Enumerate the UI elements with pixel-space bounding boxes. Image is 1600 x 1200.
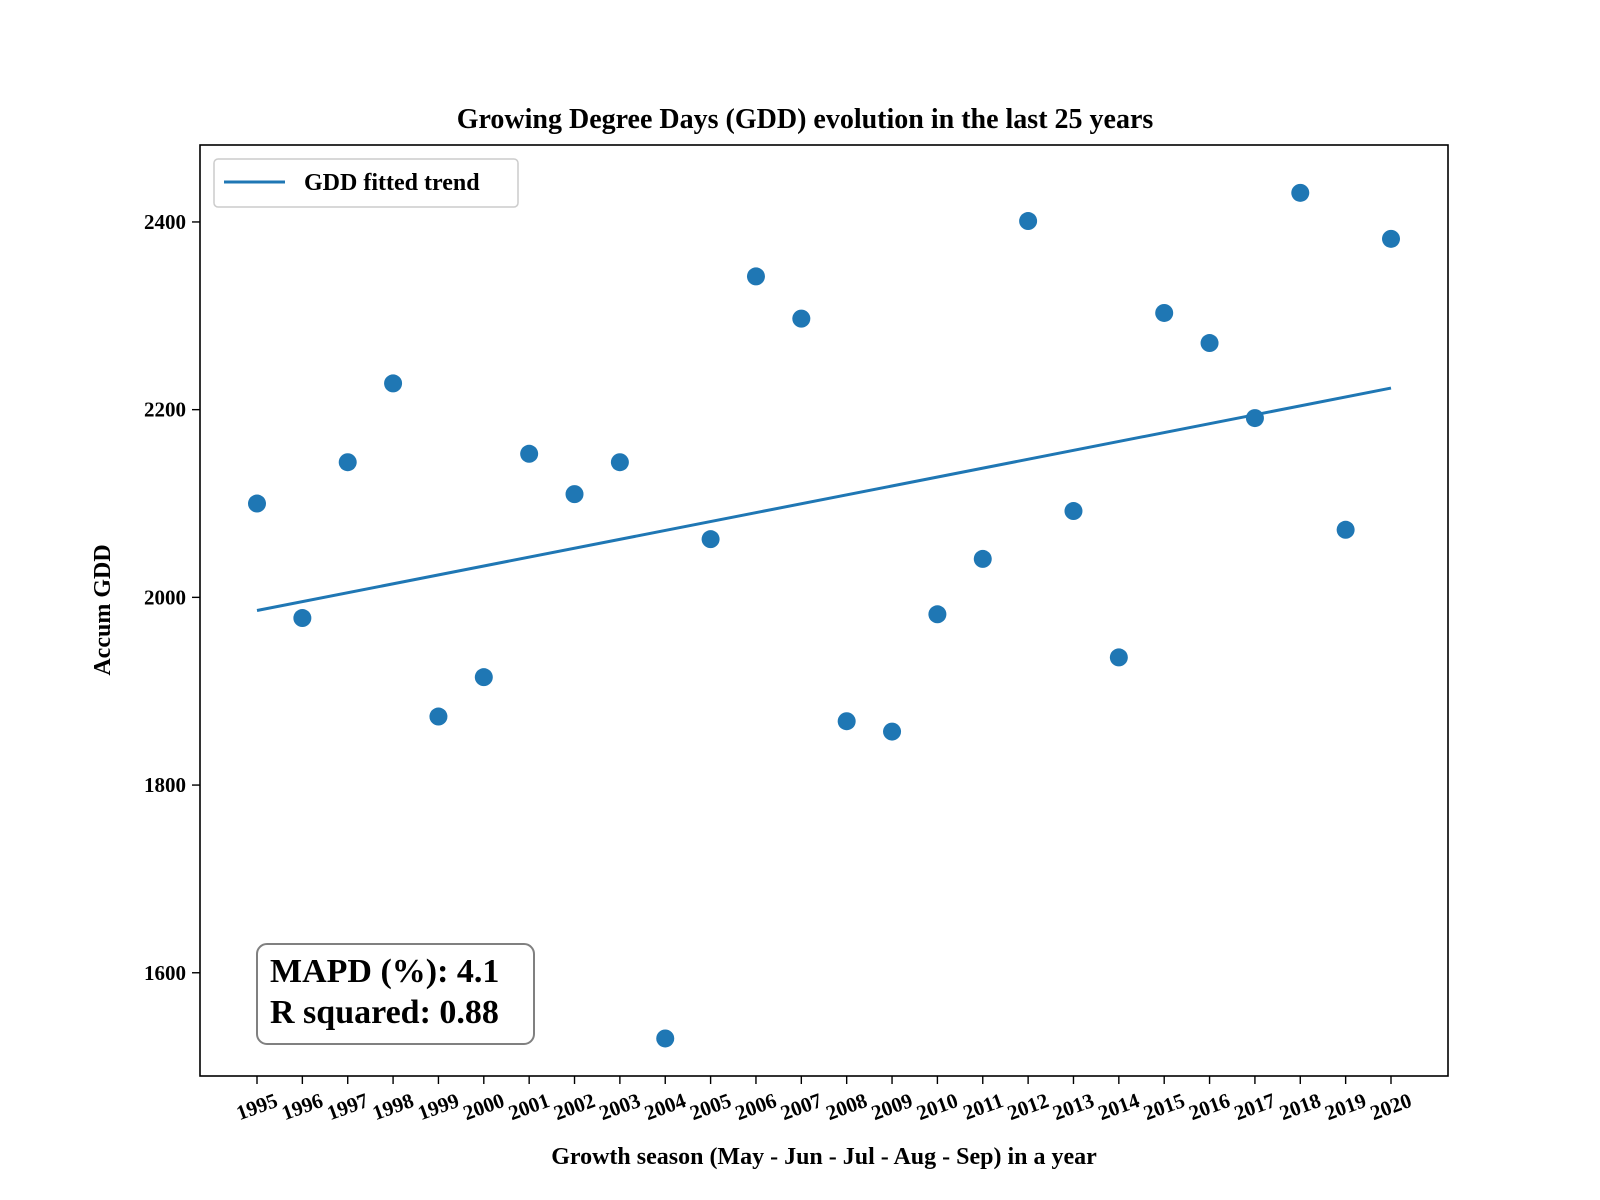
chart-title: Growing Degree Days (GDD) evolution in t… [457,104,1154,135]
stats-box [256,943,535,1045]
x-tick-label: 2014 [1095,1088,1143,1125]
data-point [701,530,720,549]
data-point [248,494,266,513]
legend-box [213,158,519,208]
x-tick-label: 2009 [868,1088,916,1125]
data-point [1382,229,1400,248]
data-point [1200,334,1219,353]
y-tick-label: 2400 [144,210,186,234]
data-point [429,707,448,726]
x-tick-label: 2003 [596,1088,644,1125]
data-point [1336,520,1355,539]
data-point [792,309,811,328]
legend: GDD fitted trend [213,158,519,208]
x-tick-label: 2005 [687,1088,735,1125]
x-tick-label: 2017 [1231,1088,1279,1125]
data-point [1064,502,1083,521]
data-point [338,453,357,472]
data-point [973,549,992,568]
x-tick-label: 2012 [1004,1088,1052,1125]
x-tick-label: 2010 [913,1088,961,1125]
legend-label: GDD fitted trend [304,170,480,196]
x-tick-label: 1996 [278,1088,326,1125]
plot-area [199,144,1449,1077]
data-point [1019,212,1038,231]
data-point [1291,183,1310,202]
y-axis: 1600 1800 2000 2200 2400 [144,210,200,985]
data-point [746,267,765,286]
scatter-points-layer [248,183,1400,1048]
trend-line-layer [256,386,1392,612]
data-point [384,374,403,393]
data-point [610,453,629,472]
x-tick-label: 1997 [324,1088,372,1125]
data-point [928,605,947,624]
stats-mapd: MAPD (%): 4.1 [270,953,499,990]
x-tick-label: 2002 [551,1088,599,1125]
x-tick-label: 1998 [369,1088,417,1125]
x-axis: 1995199619971998199920002001200220032004… [233,1076,1415,1125]
data-point [837,712,856,731]
x-tick-label: 2019 [1322,1088,1370,1125]
y-tick-label: 1600 [144,961,186,985]
x-tick-label: 2016 [1186,1088,1234,1125]
trend-line [256,386,1392,612]
x-tick-label: 1999 [414,1088,462,1125]
y-axis-label: Accum GDD [90,544,116,675]
data-point [474,668,493,687]
x-tick-label: 2018 [1276,1088,1324,1125]
data-point [656,1029,675,1048]
data-point [520,444,539,463]
data-point [1155,303,1174,322]
x-tick-label: 2015 [1140,1088,1188,1125]
x-tick-label: 2000 [460,1088,508,1125]
x-tick-label: 2020 [1367,1088,1415,1125]
y-tick-label: 2000 [144,585,186,609]
x-axis-label: Growth season (May - Jun - Jul - Aug - S… [551,1144,1097,1170]
x-tick-label: 1995 [233,1088,281,1125]
x-tick-label: 2004 [641,1088,689,1125]
data-point [1245,409,1264,428]
x-tick-label: 2001 [505,1088,553,1125]
y-tick-label: 2200 [144,398,186,422]
data-point [883,722,902,741]
x-tick-label: 2013 [1050,1088,1098,1125]
y-tick-label: 1800 [144,773,186,797]
x-tick-label: 2007 [777,1088,825,1125]
stats-r-squared: R squared: 0.88 [270,994,499,1031]
stats-annotation: MAPD (%): 4.1 R squared: 0.88 [256,943,535,1045]
x-tick-label: 2011 [960,1088,1007,1125]
data-point [565,485,584,504]
x-tick-label: 2008 [823,1088,871,1125]
x-tick-label: 2006 [732,1088,780,1125]
data-point [293,609,312,628]
data-point [1109,648,1128,667]
